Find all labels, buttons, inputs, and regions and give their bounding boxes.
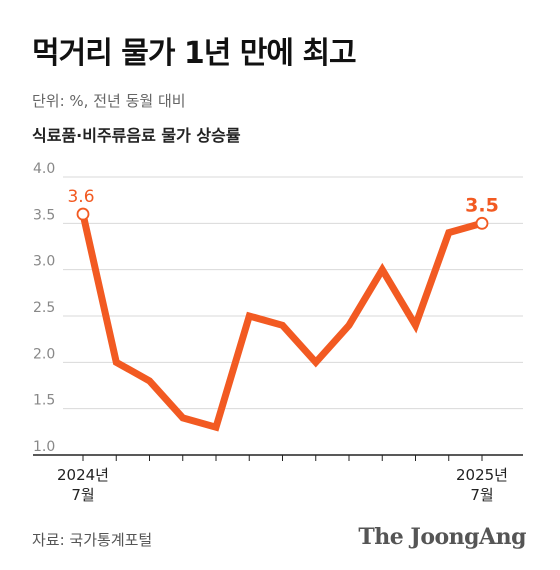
y-tick-label: 1.0 bbox=[33, 439, 55, 455]
x-tick-label: 2024년 bbox=[57, 466, 109, 484]
y-tick-label: 3.0 bbox=[33, 254, 55, 270]
x-axis bbox=[33, 454, 523, 461]
point-marker bbox=[475, 216, 489, 230]
x-tick-label: 2025년 bbox=[456, 466, 508, 484]
y-tick-label: 2.5 bbox=[33, 300, 55, 316]
page-title: 먹거리 물가 1년 만에 최고 bbox=[32, 36, 357, 71]
data-label: 3.5 bbox=[465, 194, 499, 216]
grid-lines bbox=[63, 176, 523, 410]
source-note: 자료: 국가통계포털 bbox=[32, 531, 153, 549]
y-tick-label: 3.5 bbox=[33, 207, 55, 223]
chart-title: 식료품·비주류음료 물가 상승률 bbox=[32, 126, 241, 145]
x-tick-label: 7월 bbox=[71, 486, 94, 504]
brand-logo: The JoongAng bbox=[358, 524, 526, 550]
point-markers bbox=[76, 207, 489, 230]
point-marker bbox=[76, 207, 90, 221]
y-tick-label: 1.5 bbox=[33, 393, 55, 409]
y-tick-label: 4.0 bbox=[33, 161, 55, 177]
series-line-path bbox=[79, 213, 483, 432]
series-line bbox=[79, 213, 483, 432]
data-label: 3.6 bbox=[67, 187, 94, 207]
data-labels: 3.6 3.5 bbox=[67, 187, 498, 216]
y-axis-ticks: 1.0 1.5 2.0 2.5 3.0 3.5 4.0 bbox=[33, 161, 55, 455]
x-tick-label: 7월 bbox=[470, 486, 493, 504]
x-axis-ticks: 2024년 7월 2025년 7월 bbox=[57, 466, 508, 504]
y-tick-label: 2.0 bbox=[33, 346, 55, 362]
unit-subtitle: 단위: %, 전년 동월 대비 bbox=[32, 92, 186, 110]
